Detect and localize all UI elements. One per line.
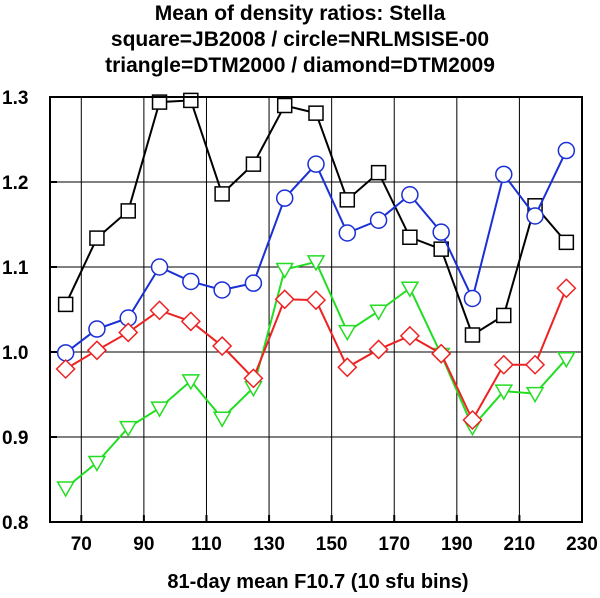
data-point-circle	[432, 223, 450, 241]
data-point-square	[245, 156, 262, 172]
data-point-square	[57, 296, 74, 313]
x-tick-label: 130	[253, 534, 285, 555]
data-point-square	[558, 234, 575, 251]
data-point-diamond	[243, 368, 264, 389]
data-point-square	[464, 327, 481, 343]
data-point-circle	[369, 211, 388, 229]
data-point-square	[89, 230, 105, 246]
data-point-diamond	[462, 409, 483, 431]
series-group	[55, 92, 577, 498]
y-tick-label: 0.9	[2, 428, 28, 449]
data-point-triangle	[557, 352, 576, 369]
data-point-square	[402, 229, 418, 245]
y-tick-label: 0.8	[2, 513, 28, 534]
x-tick-label: 150	[316, 534, 348, 555]
data-point-circle	[495, 165, 513, 184]
data-point-diamond	[180, 311, 201, 332]
data-point-diamond	[431, 343, 452, 364]
y-tick-label: 1.3	[2, 88, 28, 109]
x-tick-label: 110	[191, 534, 222, 555]
data-point-circle	[150, 258, 169, 276]
data-point-square	[339, 192, 356, 208]
x-axis-label: 81-day mean F10.7 (10 sfu bins)	[167, 571, 468, 593]
data-point-triangle	[306, 255, 326, 272]
series-triangle	[56, 255, 576, 498]
series-diamond	[55, 278, 577, 431]
x-tick-label: 70	[71, 534, 92, 555]
data-point-circle	[56, 344, 75, 362]
data-point-diamond	[118, 322, 139, 343]
data-point-circle	[401, 186, 419, 204]
data-point-circle	[307, 155, 325, 173]
data-point-circle	[244, 274, 263, 292]
data-point-diamond	[337, 357, 358, 378]
data-point-triangle	[338, 324, 357, 342]
data-point-square	[151, 94, 168, 110]
data-point-diamond	[556, 278, 577, 299]
y-axis-ticks: 0.8 0.9 1.0 1.1 1.2 1.3	[2, 88, 57, 534]
data-point-square	[120, 203, 136, 219]
y-tick-label: 1.2	[2, 173, 28, 194]
plot-frame	[49, 96, 583, 523]
x-tick-label: 190	[441, 534, 473, 555]
chart-title: Mean of density ratios: Stella square=JB…	[105, 2, 495, 77]
data-point-square	[276, 97, 293, 114]
data-point-diamond	[149, 300, 170, 321]
data-point-triangle	[275, 262, 294, 280]
data-point-diamond	[493, 354, 514, 375]
y-tick-label: 1.0	[2, 343, 28, 364]
data-point-diamond	[86, 340, 108, 361]
x-tick-label: 210	[504, 534, 536, 555]
data-point-square	[370, 164, 387, 181]
data-point-triangle	[87, 455, 107, 473]
data-point-square	[214, 186, 230, 202]
data-point-triangle	[525, 386, 545, 404]
data-point-square	[183, 92, 199, 109]
data-point-circle	[526, 207, 544, 225]
data-point-circle	[557, 141, 576, 160]
x-tick-label: 230	[566, 534, 598, 555]
data-point-square	[308, 105, 324, 121]
data-point-triangle	[494, 384, 514, 401]
x-axis-ticks: 70 90 110 130 150 170 190 210 230	[71, 515, 598, 555]
title-line-3: triangle=DTM2000 / diamond=DTM2009	[105, 54, 495, 77]
data-point-diamond	[212, 335, 233, 357]
data-point-triangle	[212, 411, 232, 428]
data-point-circle	[182, 272, 200, 291]
data-point-square	[496, 307, 512, 324]
data-point-circle	[338, 224, 357, 242]
title-line-1: Mean of density ratios: Stella	[155, 2, 446, 25]
data-point-circle	[463, 289, 482, 308]
data-point-diamond	[55, 358, 76, 380]
y-tick-label: 1.1	[2, 258, 29, 279]
data-point-triangle	[400, 281, 420, 298]
x-tick-label: 170	[378, 534, 410, 555]
data-point-circle	[275, 189, 294, 207]
data-point-triangle	[181, 374, 201, 391]
data-point-diamond	[274, 289, 295, 310]
data-point-diamond	[399, 325, 420, 346]
data-point-triangle	[150, 401, 169, 418]
data-point-triangle	[118, 420, 138, 438]
x-tick-label: 90	[133, 534, 154, 555]
data-point-circle	[88, 320, 106, 338]
series-circle	[56, 141, 576, 362]
data-point-triangle	[56, 481, 75, 498]
data-point-circle	[213, 281, 231, 299]
title-line-2: square=JB2008 / circle=NRLMSISE-00	[111, 28, 489, 51]
data-point-diamond	[305, 290, 327, 311]
data-point-diamond	[368, 339, 389, 360]
data-point-triangle	[369, 304, 388, 321]
data-point-diamond	[524, 354, 546, 375]
